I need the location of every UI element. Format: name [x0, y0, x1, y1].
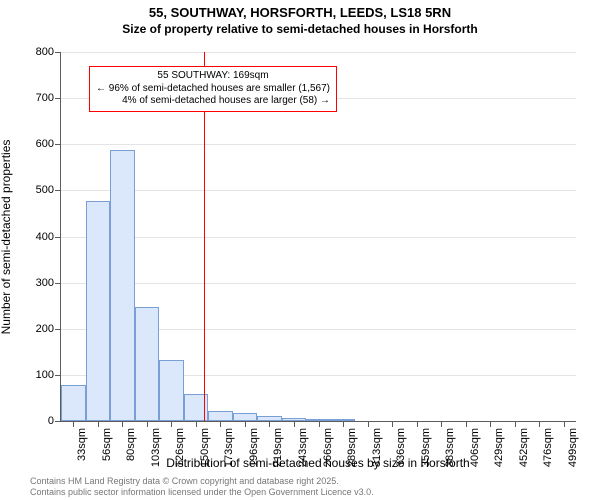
y-tick-label: 400: [14, 231, 54, 243]
y-tick-label: 100: [14, 369, 54, 381]
annotation-box: 55 SOUTHWAY: 169sqm ← 96% of semi-detach…: [89, 66, 337, 112]
x-tick-label: 313sqm: [371, 428, 383, 467]
x-tick: [392, 421, 393, 427]
plot-area: 55 SOUTHWAY: 169sqm ← 96% of semi-detach…: [60, 52, 576, 422]
x-tick-label: 336sqm: [395, 428, 407, 467]
y-axis-title: Number of semi-detached properties: [0, 140, 13, 335]
gridline-h: [61, 144, 576, 145]
y-tick-label: 0: [14, 415, 54, 427]
y-tick-label: 700: [14, 92, 54, 104]
bar: [159, 360, 184, 421]
y-tick: [55, 52, 61, 53]
x-tick-label: 266sqm: [322, 428, 334, 467]
y-tick-label: 600: [14, 138, 54, 150]
x-tick: [466, 421, 467, 427]
x-tick: [564, 421, 565, 427]
x-tick-label: 476sqm: [542, 428, 554, 467]
x-tick: [294, 421, 295, 427]
bar: [135, 307, 160, 421]
x-tick-label: 383sqm: [444, 428, 456, 467]
x-tick-label: 56sqm: [101, 428, 113, 461]
x-tick: [539, 421, 540, 427]
y-tick-label: 500: [14, 184, 54, 196]
footer-attribution: Contains HM Land Registry data © Crown c…: [30, 476, 374, 498]
x-tick: [147, 421, 148, 427]
chart-container: 55, SOUTHWAY, HORSFORTH, LEEDS, LS18 5RN…: [0, 0, 600, 500]
y-tick: [55, 375, 61, 376]
bar: [86, 201, 111, 421]
x-tick-label: 289sqm: [346, 428, 358, 467]
chart-title: 55, SOUTHWAY, HORSFORTH, LEEDS, LS18 5RN: [0, 0, 600, 20]
x-tick: [245, 421, 246, 427]
x-tick-label: 103sqm: [150, 428, 162, 467]
y-tick: [55, 329, 61, 330]
x-tick-label: 150sqm: [199, 428, 211, 467]
y-tick: [55, 98, 61, 99]
bar: [61, 385, 86, 421]
x-tick: [490, 421, 491, 427]
x-tick: [417, 421, 418, 427]
y-tick-label: 300: [14, 277, 54, 289]
y-tick-label: 200: [14, 323, 54, 335]
x-tick: [171, 421, 172, 427]
x-tick: [122, 421, 123, 427]
x-tick: [220, 421, 221, 427]
x-tick-label: 359sqm: [420, 428, 432, 467]
x-tick-label: 499sqm: [567, 428, 579, 467]
y-tick: [55, 190, 61, 191]
x-tick: [515, 421, 516, 427]
gridline-h: [61, 283, 576, 284]
y-tick: [55, 283, 61, 284]
gridline-h: [61, 190, 576, 191]
x-tick: [98, 421, 99, 427]
x-tick: [343, 421, 344, 427]
footer-line-2: Contains public sector information licen…: [30, 487, 374, 498]
x-tick: [368, 421, 369, 427]
x-tick-label: 126sqm: [174, 428, 186, 467]
y-tick-label: 800: [14, 46, 54, 58]
x-tick-label: 33sqm: [76, 428, 88, 461]
x-tick-label: 243sqm: [297, 428, 309, 467]
chart-subtitle: Size of property relative to semi-detach…: [0, 20, 600, 36]
footer-line-1: Contains HM Land Registry data © Crown c…: [30, 476, 374, 487]
x-tick-label: 80sqm: [125, 428, 137, 461]
x-tick: [269, 421, 270, 427]
bar: [208, 411, 233, 421]
y-tick: [55, 144, 61, 145]
bar: [233, 413, 258, 421]
x-tick-label: 196sqm: [248, 428, 260, 467]
gridline-h: [61, 52, 576, 53]
y-tick: [55, 237, 61, 238]
x-tick-label: 452sqm: [518, 428, 530, 467]
x-tick-label: 406sqm: [469, 428, 481, 467]
x-tick-label: 173sqm: [223, 428, 235, 467]
annotation-line-2: ← 96% of semi-detached houses are smalle…: [96, 83, 330, 96]
x-tick: [441, 421, 442, 427]
x-tick: [73, 421, 74, 427]
x-tick: [319, 421, 320, 427]
gridline-h: [61, 237, 576, 238]
x-tick-label: 219sqm: [272, 428, 284, 467]
bar: [110, 150, 135, 421]
y-tick: [55, 421, 61, 422]
annotation-line-1: 55 SOUTHWAY: 169sqm: [96, 70, 330, 83]
x-tick: [196, 421, 197, 427]
annotation-line-3: 4% of semi-detached houses are larger (5…: [96, 95, 330, 108]
x-tick-label: 429sqm: [493, 428, 505, 467]
